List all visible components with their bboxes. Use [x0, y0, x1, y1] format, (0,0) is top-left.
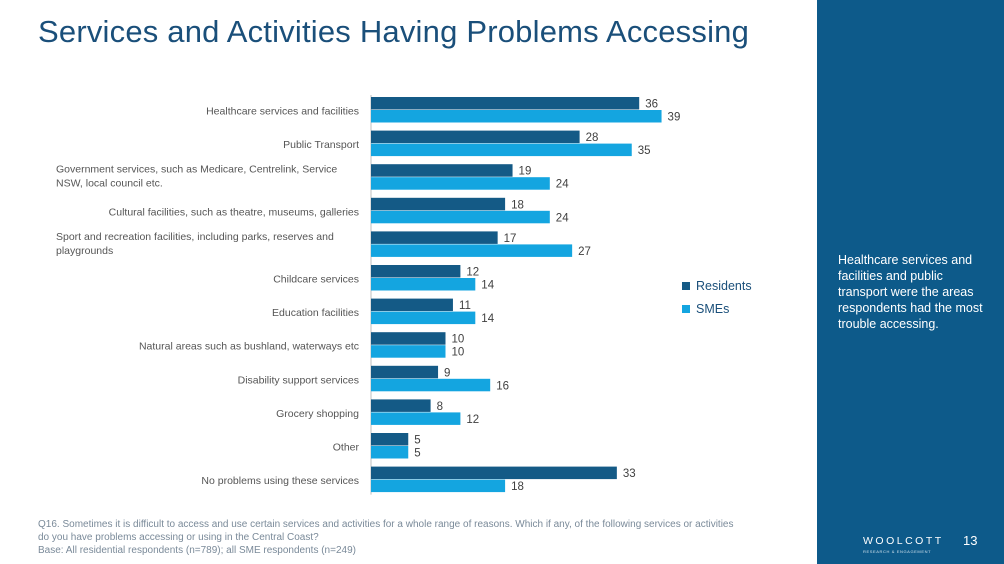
bar-residents: [371, 466, 617, 480]
bar-smes: [371, 278, 476, 291]
legend-item-residents: Residents: [682, 274, 752, 297]
data-label-smes: 24: [556, 212, 569, 224]
bar-smes: [371, 311, 476, 325]
data-label-smes: 14: [481, 313, 494, 325]
data-label-smes: 16: [496, 380, 509, 392]
category-label-line: NSW, local council etc.: [56, 178, 163, 190]
legend-swatch-residents: [682, 281, 690, 290]
brand-logo: WOOLCOTT: [863, 535, 944, 547]
bar-residents: [371, 433, 409, 446]
category-label: Grocery shopping: [276, 408, 359, 420]
footnote-question-cont: do you have problems accessing or using …: [38, 532, 319, 543]
category-label: Government services, such as Medicare, C…: [56, 164, 337, 190]
footnote-question: Q16. Sometimes it is difficult to access…: [38, 519, 734, 530]
bar-residents: [371, 130, 580, 144]
chart-legend: Residents SMEs: [682, 274, 752, 320]
bar-smes: [371, 210, 550, 224]
data-label-residents: 36: [645, 99, 658, 111]
category-label-line: Education facilities: [272, 307, 359, 319]
bar-smes: [371, 378, 491, 392]
bar-smes: [371, 446, 409, 459]
category-label-line: Cultural facilities, such as theatre, mu…: [109, 206, 359, 218]
data-label-smes: 14: [481, 280, 494, 292]
data-label-residents: 8: [437, 401, 443, 413]
data-label-smes: 18: [511, 481, 524, 493]
legend-item-smes: SMEs: [682, 297, 752, 320]
data-label-smes: 10: [452, 347, 465, 359]
category-label-line: Grocery shopping: [276, 408, 359, 420]
category-label-line: playgrounds: [56, 245, 113, 257]
bar-smes: [371, 110, 662, 123]
legend-label-smes: SMEs: [696, 301, 730, 316]
category-label: Disability support services: [238, 374, 359, 386]
category-label-line: Sport and recreation facilities, includi…: [56, 231, 334, 243]
bar-residents: [371, 164, 513, 177]
data-label-residents: 10: [452, 334, 465, 346]
category-label-line: Government services, such as Medicare, C…: [56, 164, 337, 176]
page-title: Services and Activities Having Problems …: [38, 14, 750, 49]
category-label: Public Transport: [283, 139, 359, 151]
data-label-residents: 33: [623, 468, 636, 480]
data-label-residents: 18: [511, 199, 524, 211]
bar-smes: [371, 143, 632, 157]
data-label-smes: 39: [668, 112, 681, 124]
data-label-residents: 28: [586, 132, 599, 144]
legend-swatch-smes: [682, 304, 690, 313]
category-label-line: Natural areas such as bushland, waterway…: [139, 341, 359, 353]
bar-smes: [371, 244, 573, 257]
bar-residents: [371, 197, 506, 211]
summary-panel: Healthcare services and facilities and p…: [817, 0, 1004, 564]
data-label-smes: 27: [578, 246, 591, 258]
bar-residents: [371, 97, 640, 110]
data-label-smes: 35: [638, 145, 651, 157]
category-label: Cultural facilities, such as theatre, mu…: [109, 206, 359, 218]
category-label-line: Healthcare services and facilities: [206, 106, 359, 118]
category-label: Natural areas such as bushland, waterway…: [139, 341, 359, 353]
category-label: Sport and recreation facilities, includi…: [56, 231, 334, 257]
brand-tagline: RESEARCH & ENGAGEMENT: [863, 549, 932, 554]
bar-chart: Healthcare services and facilities 36 39 Pu…: [56, 95, 681, 495]
category-label-line: Other: [333, 442, 360, 454]
data-label-smes: 24: [556, 179, 569, 191]
category-label-line: No problems using these services: [201, 475, 359, 487]
bar-smes: [371, 345, 446, 358]
legend-label-residents: Residents: [696, 278, 752, 293]
summary-text: Healthcare services and facilities and p…: [838, 253, 983, 331]
data-label-residents: 12: [466, 267, 479, 279]
category-label-line: Disability support services: [238, 374, 359, 386]
bar-smes: [371, 412, 461, 425]
category-label: Childcare services: [273, 274, 359, 286]
bar-residents: [371, 332, 446, 345]
data-label-residents: 19: [519, 166, 532, 178]
data-label-residents: 5: [414, 435, 420, 447]
footnote: Q16. Sometimes it is difficult to access…: [38, 518, 818, 557]
category-label: Education facilities: [272, 307, 359, 319]
bar-residents: [371, 265, 461, 278]
data-label-residents: 9: [444, 367, 450, 379]
bar-smes: [371, 479, 506, 493]
bar-residents: [371, 231, 498, 244]
category-label-line: Childcare services: [273, 274, 359, 286]
data-label-smes: 5: [414, 448, 420, 460]
data-label-smes: 12: [466, 414, 479, 426]
data-label-residents: 11: [459, 300, 471, 312]
category-label: Healthcare services and facilities: [206, 106, 359, 118]
bar-residents: [371, 399, 431, 412]
bar-smes: [371, 177, 550, 190]
category-label: No problems using these services: [201, 475, 359, 487]
category-label-line: Public Transport: [283, 139, 359, 151]
data-label-residents: 17: [504, 233, 517, 245]
bar-residents: [371, 298, 453, 312]
category-label: Other: [333, 442, 360, 454]
bar-residents: [371, 365, 439, 379]
footnote-base: Base: All residential respondents (n=789…: [38, 545, 356, 556]
page-number: 13: [963, 533, 978, 548]
